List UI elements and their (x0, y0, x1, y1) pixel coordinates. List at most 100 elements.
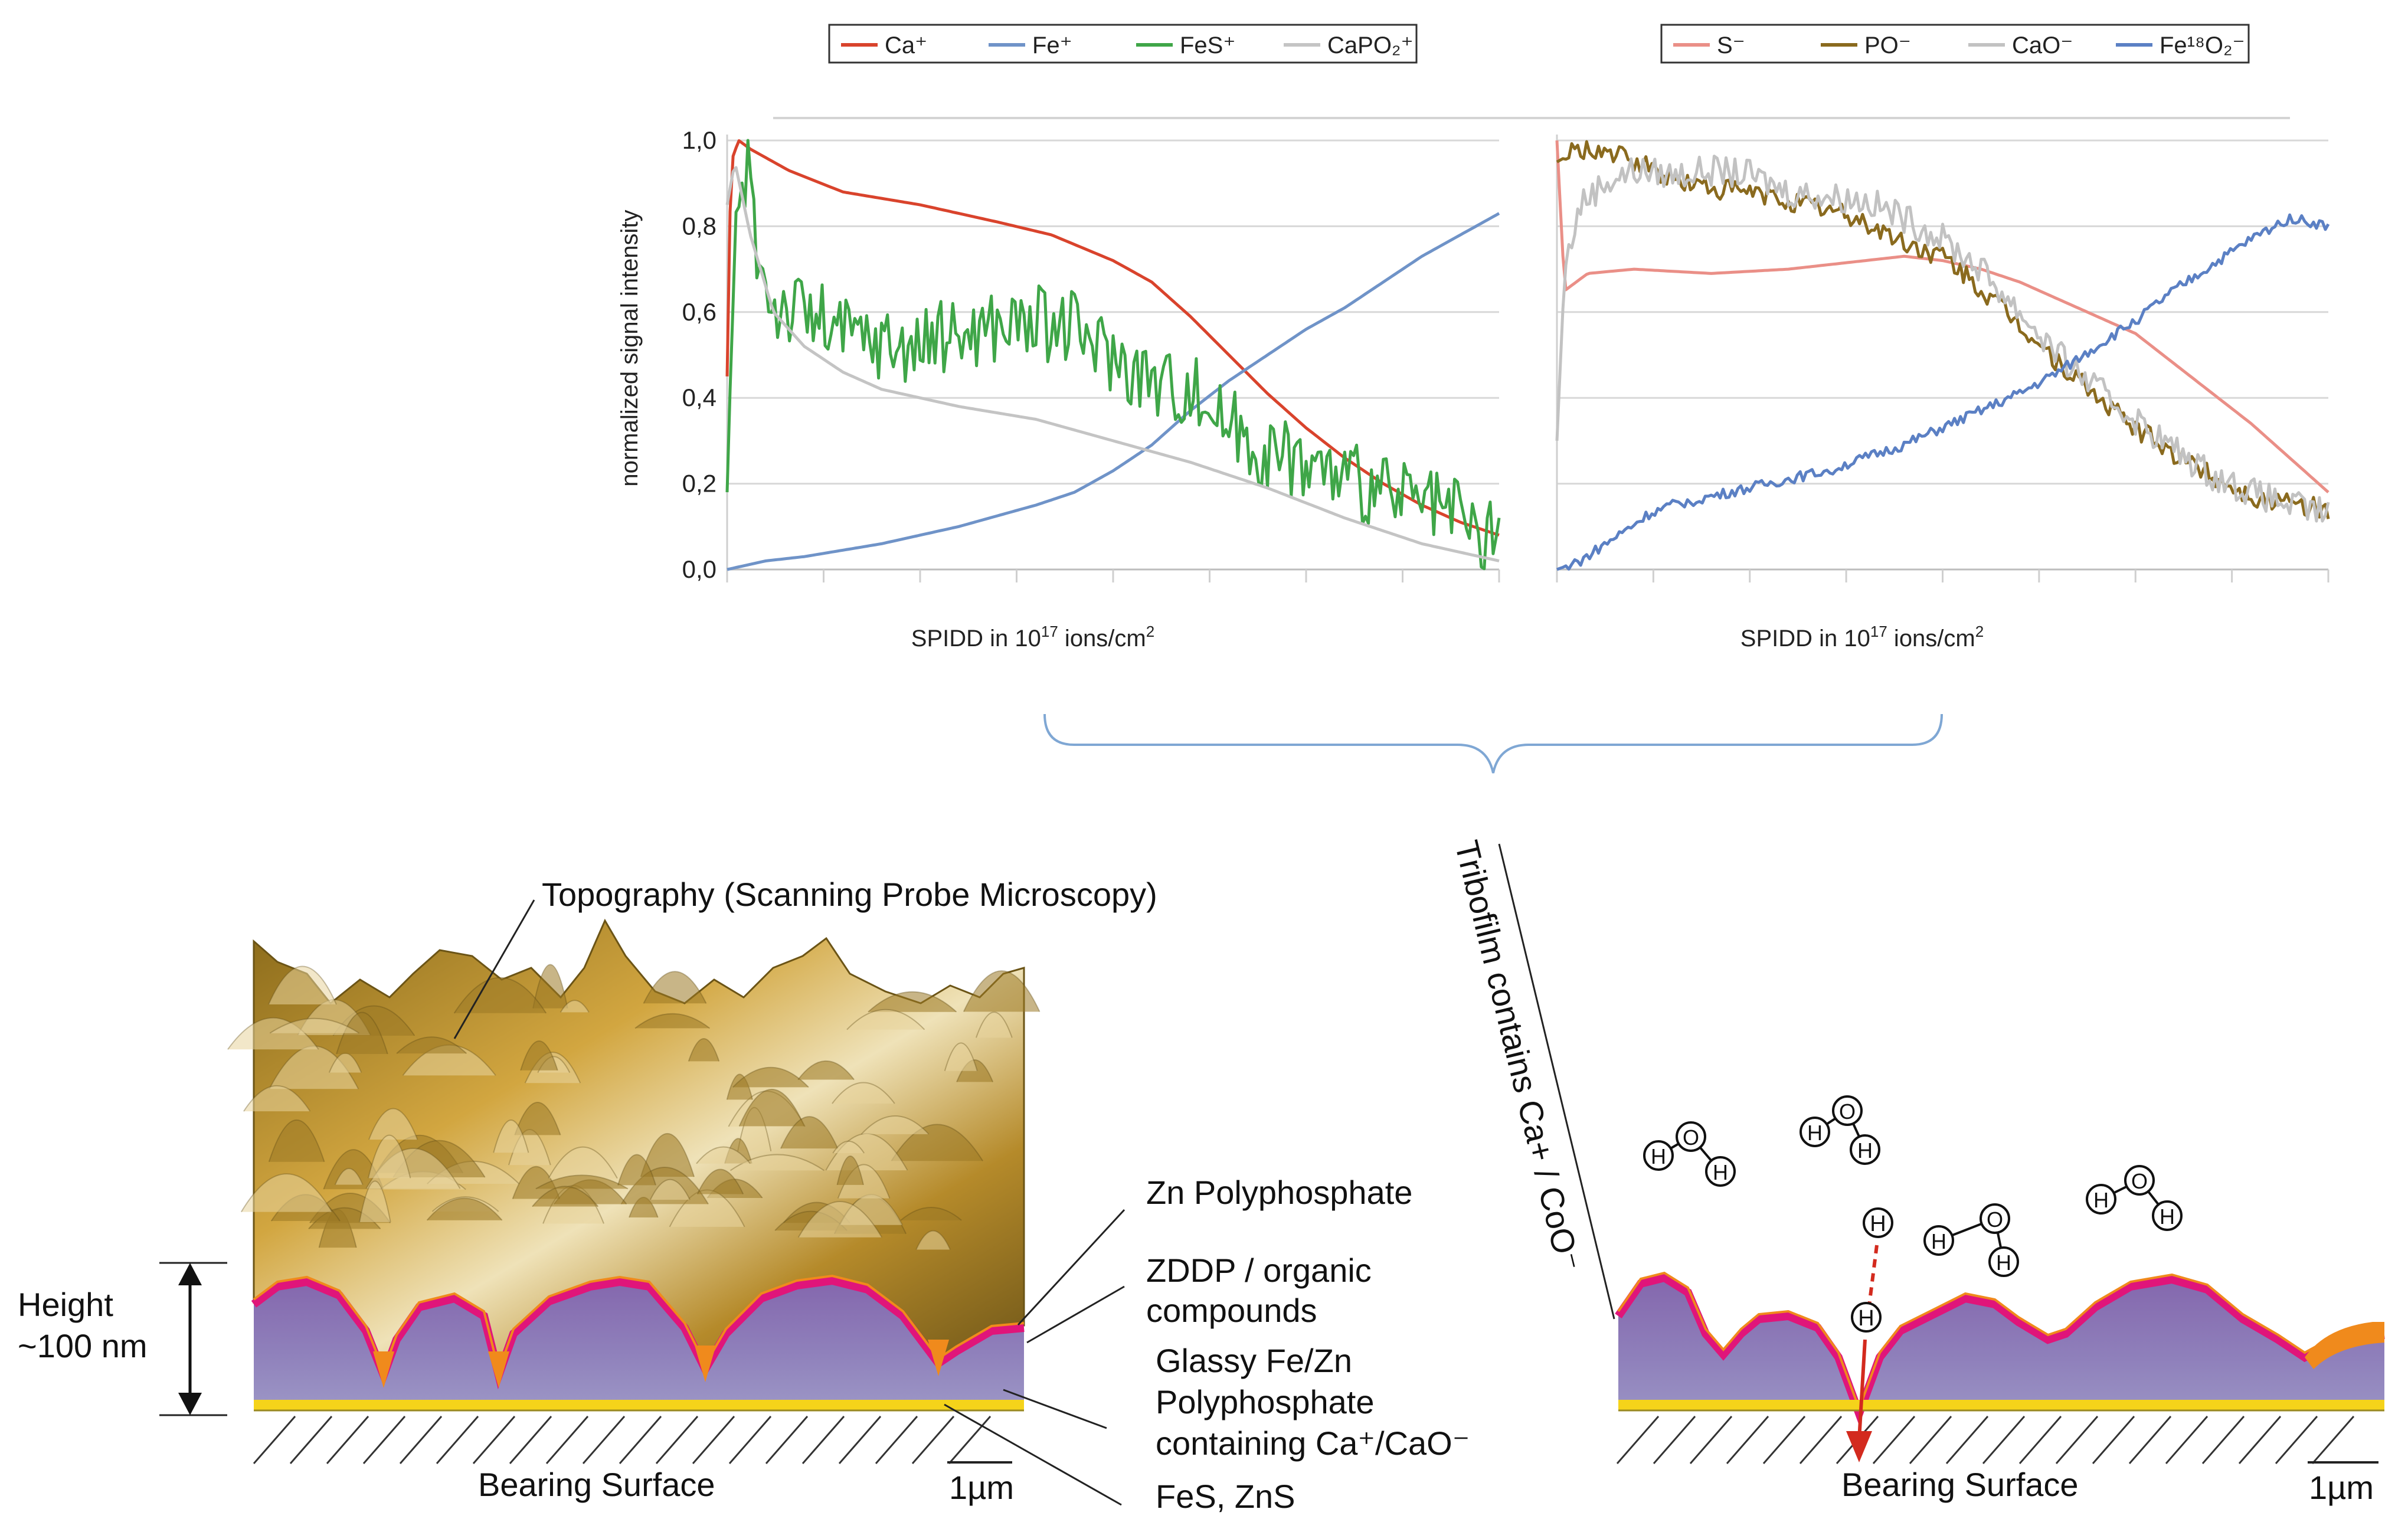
height-label-line2: ~100 nm (18, 1327, 148, 1364)
bearing-surface-hatch-left (253, 1416, 992, 1464)
hydrogen-atom (1705, 1156, 1736, 1187)
bearing-surface-hatch-right (1616, 1416, 2355, 1464)
topography-peak (243, 1085, 311, 1112)
hatch-line (1689, 1416, 1733, 1464)
hatch-line (2055, 1416, 2099, 1464)
hatch-line (2275, 1416, 2318, 1464)
hydrogen-atom (1988, 1246, 2019, 1277)
topography-peak (976, 1011, 1013, 1038)
legend-label-s: S⁻ (1717, 32, 1745, 58)
topography-peak (368, 1108, 418, 1140)
legend-right: S⁻ PO⁻ CaO⁻ Fe¹⁸O₂⁻ (1660, 24, 2250, 64)
hatch-line (728, 1416, 772, 1464)
atom-symbol: O (1987, 1207, 2003, 1232)
legend-label-capo2: CaPO₂⁺ (1327, 32, 1414, 58)
topography-peak (832, 1140, 865, 1154)
y-tick-label: 0,2 (682, 470, 716, 497)
hatch-line (399, 1416, 443, 1464)
series-line-cao (1555, 155, 2330, 523)
legend-label-cao: CaO⁻ (2012, 32, 2073, 58)
topography-peak (797, 1200, 882, 1238)
hatch-line (1982, 1416, 2026, 1464)
topography-peak (269, 1017, 359, 1034)
atom-symbol: O (2131, 1169, 2148, 1193)
topography-peak (634, 1013, 711, 1029)
zddp-pocket (928, 1340, 949, 1376)
hatch-line (1909, 1416, 1952, 1464)
hatch-line (2165, 1416, 2209, 1464)
y-tick-label: 0,6 (682, 298, 716, 326)
hatch-line (875, 1416, 918, 1464)
legend-label-po: PO⁻ (1864, 32, 1911, 58)
topography-peak (900, 1207, 962, 1221)
hatch-line (1616, 1416, 1660, 1464)
bearing-surface-label-left: Bearing Surface (478, 1466, 715, 1503)
hatch-line (1762, 1416, 1806, 1464)
topography-peak (268, 1119, 325, 1163)
topography-peak (514, 1101, 561, 1135)
topography-peak (532, 964, 568, 1009)
y-tick-label: 0,0 (682, 555, 716, 583)
series-line-s (1555, 140, 2330, 493)
height-marker (159, 1262, 227, 1416)
zddp-pocket (695, 1346, 716, 1382)
topography-peak (688, 1037, 720, 1062)
atom-symbol: H (1651, 1144, 1666, 1168)
hatch-line (545, 1416, 589, 1464)
hatch-line (2201, 1416, 2245, 1464)
x-axis-label-right: SPIDD in 1017 ions/cm2 (1740, 623, 1984, 652)
y-tick-label: 0,4 (682, 384, 716, 411)
hydrogen-atom (1923, 1225, 1954, 1256)
hatch-line (619, 1416, 662, 1464)
topography-peak (915, 1230, 951, 1250)
hatch-line (911, 1416, 955, 1464)
fes-zns-layer-left (254, 1400, 1024, 1410)
topography-peak (729, 1154, 825, 1171)
hatch-line (2018, 1416, 2062, 1464)
topography-peak (240, 1173, 333, 1213)
curly-bracket (1043, 713, 1943, 774)
topography-peak (368, 1134, 411, 1179)
hatch-line (765, 1416, 809, 1464)
hydrogen-atom (1800, 1117, 1830, 1147)
hydrogen-atom-lower (1851, 1302, 1882, 1333)
hatch-line (655, 1416, 699, 1464)
chart-right-tof-sims (1555, 135, 2330, 582)
topography-peak (268, 965, 337, 1005)
fes-zns-label: FeS, ZnS (1156, 1478, 1295, 1515)
hydrogen-atom (2086, 1184, 2116, 1215)
topography-peak (861, 1115, 930, 1135)
hatch-line (289, 1416, 333, 1464)
glassy-label-line1: Glassy Fe/Zn (1156, 1342, 1352, 1379)
topography-peak (891, 1124, 983, 1161)
tribofilm-callout-line (1498, 843, 1615, 1320)
hatch-line (362, 1416, 406, 1464)
svg-text:H: H (1858, 1306, 1874, 1331)
topography-peak (426, 1197, 503, 1221)
atom-symbol: H (1857, 1138, 1873, 1163)
topography-peak (738, 1089, 805, 1127)
legend-label-fes: FeS⁺ (1180, 32, 1235, 58)
atom-symbol: H (1713, 1160, 1728, 1184)
y-axis-label: normalized signal intensity (617, 209, 643, 486)
atom-symbol: H (1931, 1229, 1946, 1253)
scale-label-left: 1µm (949, 1469, 1014, 1506)
fes-zns-layer-right (1618, 1400, 2384, 1410)
hatch-line (253, 1416, 296, 1464)
topography-peak (846, 1009, 925, 1030)
y-tick-label: 0,8 (682, 212, 716, 240)
hatch-line (436, 1416, 479, 1464)
topography-peak (617, 1154, 657, 1186)
topography-peak (520, 1040, 558, 1071)
zddp-pocket (488, 1351, 509, 1388)
tribofilm-layers-right (1615, 1271, 2385, 1426)
hatch-line (838, 1416, 882, 1464)
atom-symbol: O (1683, 1125, 1699, 1150)
bearing-surface-label-right: Bearing Surface (1841, 1466, 2079, 1503)
atom-symbol: H (1807, 1121, 1823, 1145)
atom-symbol: H (2093, 1188, 2109, 1212)
topography-label: Topography (Scanning Probe Microscopy) (542, 876, 1157, 913)
hatch-line (948, 1416, 992, 1464)
topography-peak (832, 1082, 895, 1104)
